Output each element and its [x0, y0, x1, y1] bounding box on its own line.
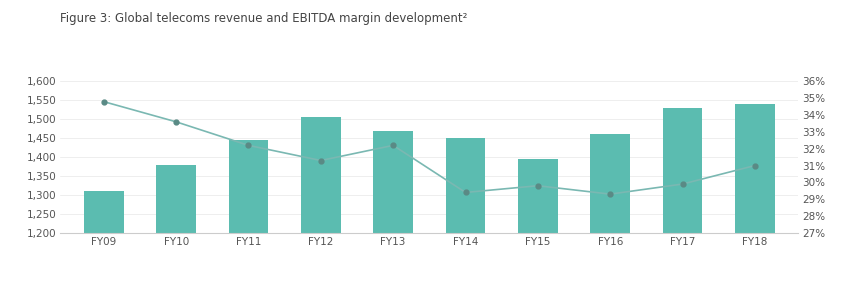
Bar — [590, 134, 630, 291]
Text: Figure 3: Global telecoms revenue and EBITDA margin development²: Figure 3: Global telecoms revenue and EB… — [60, 12, 468, 25]
Bar — [84, 191, 123, 291]
Bar — [229, 140, 268, 291]
Bar — [301, 117, 341, 291]
Bar — [156, 165, 196, 291]
Bar — [518, 159, 557, 291]
Bar — [735, 104, 775, 291]
Bar — [445, 138, 485, 291]
Bar — [663, 108, 702, 291]
Bar — [374, 131, 413, 291]
